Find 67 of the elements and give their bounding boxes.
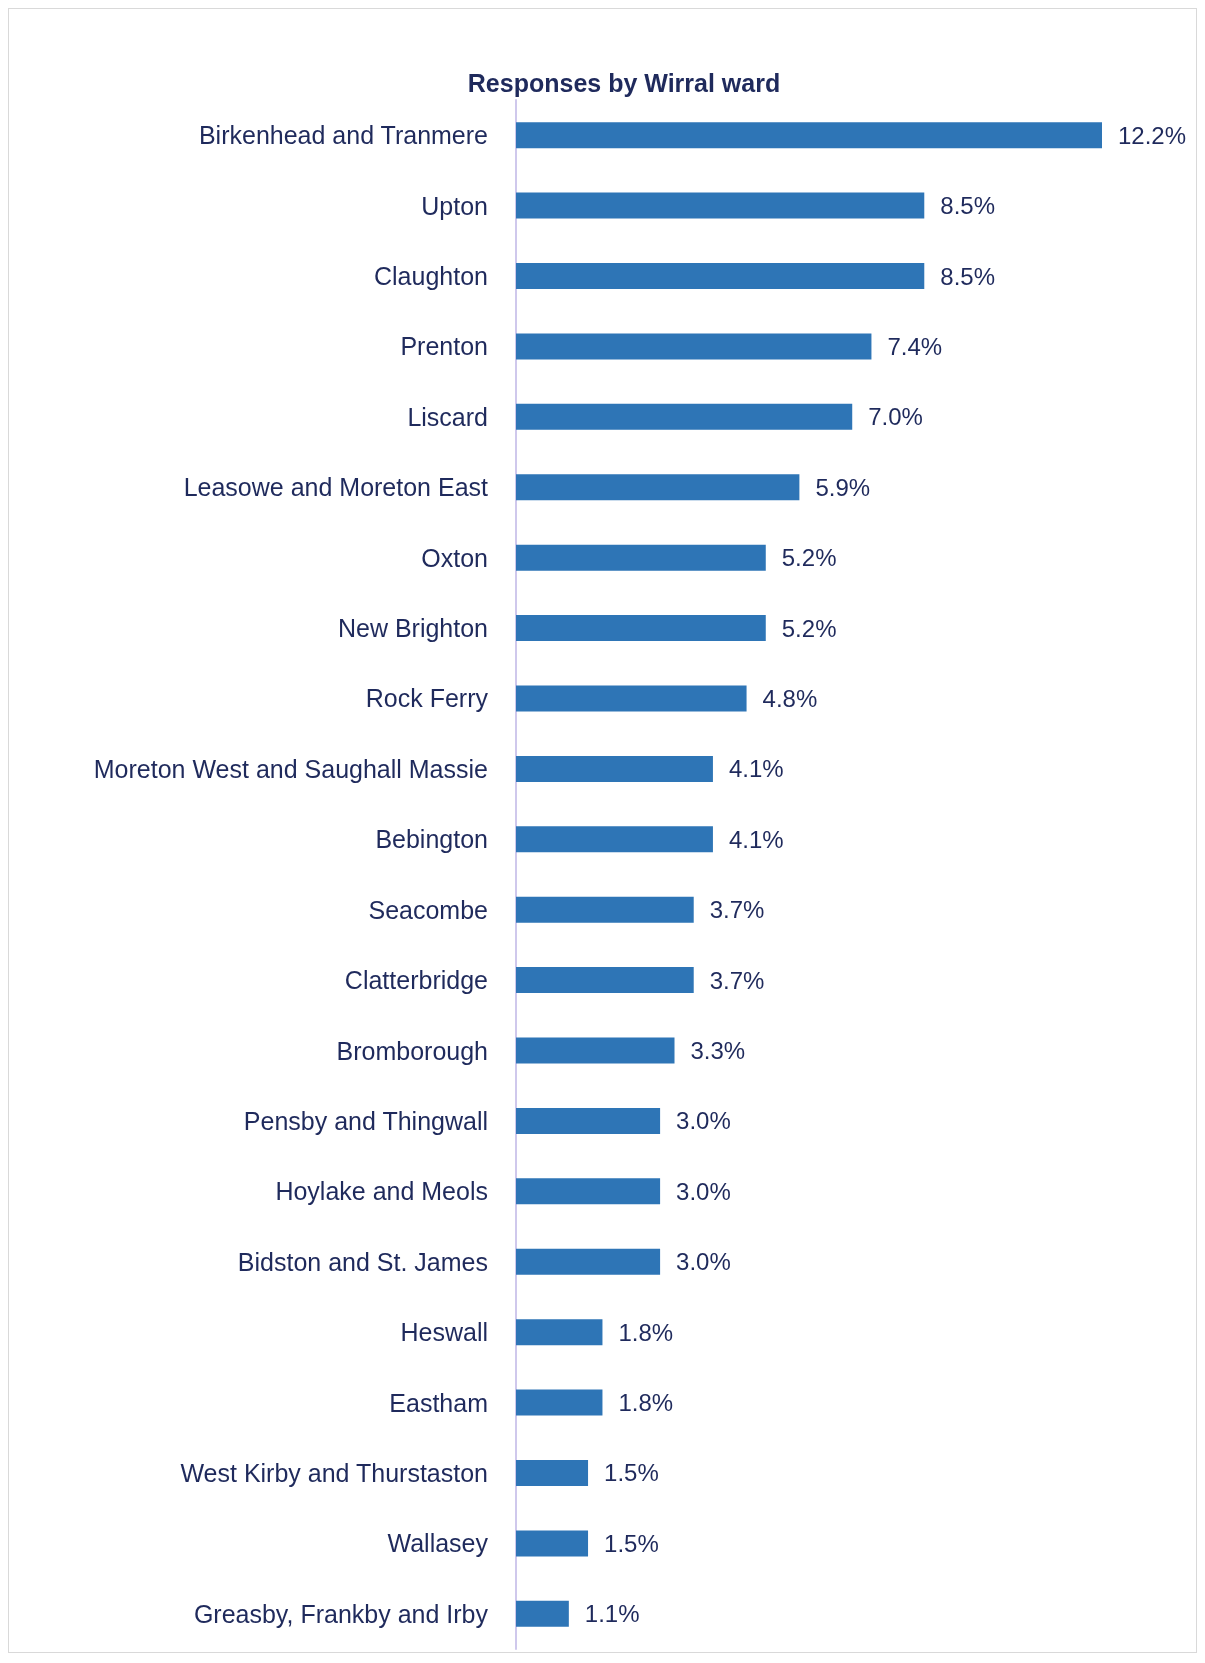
bar: [516, 967, 694, 994]
bar: [516, 403, 853, 430]
bar: [516, 1037, 675, 1064]
bar: [516, 896, 694, 923]
y-tick-label: Heswall: [400, 1318, 488, 1347]
bar: [516, 826, 713, 853]
data-label: 4.8%: [762, 684, 818, 712]
y-tick-label: Prenton: [400, 332, 488, 361]
y-tick-label: Wallasey: [387, 1529, 489, 1558]
bar: [516, 755, 713, 782]
data-label: 3.7%: [709, 966, 765, 994]
data-label: 3.3%: [690, 1037, 746, 1065]
bar: [516, 333, 872, 360]
data-label: 8.5%: [940, 262, 995, 290]
data-label: 1.8%: [618, 1389, 674, 1417]
data-label: 1.1%: [584, 1600, 640, 1628]
data-label: 4.1%: [728, 825, 784, 853]
y-tick-label: Leasowe and Moreton East: [183, 473, 489, 502]
data-label: 7.4%: [887, 332, 943, 360]
bar: [516, 122, 1102, 149]
bar: [516, 1107, 661, 1134]
data-label: 5.2%: [781, 614, 837, 642]
data-label: 5.9%: [815, 473, 871, 501]
data-label: 3.0%: [676, 1248, 731, 1276]
y-tick-label: Rock Ferry: [365, 684, 489, 713]
bar: [516, 263, 925, 290]
bar: [516, 1248, 661, 1275]
data-label: 3.7%: [709, 896, 765, 924]
data-label: 7.0%: [868, 403, 923, 431]
data-label: 3.0%: [676, 1177, 731, 1205]
data-label: 1.5%: [604, 1529, 659, 1557]
bar: [516, 192, 925, 219]
bar: [516, 544, 766, 571]
y-tick-label: West Kirby and Thurstaston: [180, 1458, 488, 1487]
data-label: 1.8%: [618, 1318, 674, 1346]
bar: [516, 1389, 603, 1416]
y-tick-label: Upton: [421, 191, 488, 220]
data-label: 1.5%: [604, 1459, 659, 1487]
y-tick-label: Bromborough: [336, 1036, 488, 1065]
bar: [516, 474, 800, 501]
data-label: 4.1%: [728, 755, 784, 783]
y-tick-label: Seacombe: [368, 895, 488, 924]
bar: [516, 1459, 589, 1486]
chart-title: Responses by Wirral ward: [467, 68, 781, 97]
y-tick-label: Greasby, Frankby and Irby: [193, 1599, 489, 1628]
bar: [516, 1530, 589, 1557]
data-label: 5.2%: [781, 544, 837, 572]
y-tick-label: Clatterbridge: [344, 966, 488, 995]
bar: [516, 685, 747, 712]
y-tick-label: Birkenhead and Tranmere: [198, 121, 488, 150]
y-tick-label: Bebington: [375, 825, 488, 854]
data-label: 3.0%: [676, 1107, 731, 1135]
y-tick-label: Oxton: [421, 543, 488, 572]
y-tick-label: Hoylake and Meols: [275, 1177, 488, 1206]
y-tick-label: Liscard: [407, 402, 488, 431]
data-label: 12.2%: [1118, 121, 1187, 149]
bar: [516, 1600, 569, 1627]
bar: [516, 1178, 661, 1205]
y-tick-label: Claughton: [374, 262, 488, 291]
y-tick-label: New Brighton: [337, 614, 488, 643]
y-tick-label: Bidston and St. James: [237, 1247, 488, 1276]
bar: [516, 615, 766, 642]
y-tick-label: Eastham: [389, 1388, 488, 1417]
y-tick-label: Moreton West and Saughall Massie: [93, 754, 488, 783]
y-tick-label: Pensby and Thingwall: [243, 1106, 488, 1135]
data-label: 8.5%: [940, 192, 995, 220]
bar: [516, 1319, 603, 1346]
